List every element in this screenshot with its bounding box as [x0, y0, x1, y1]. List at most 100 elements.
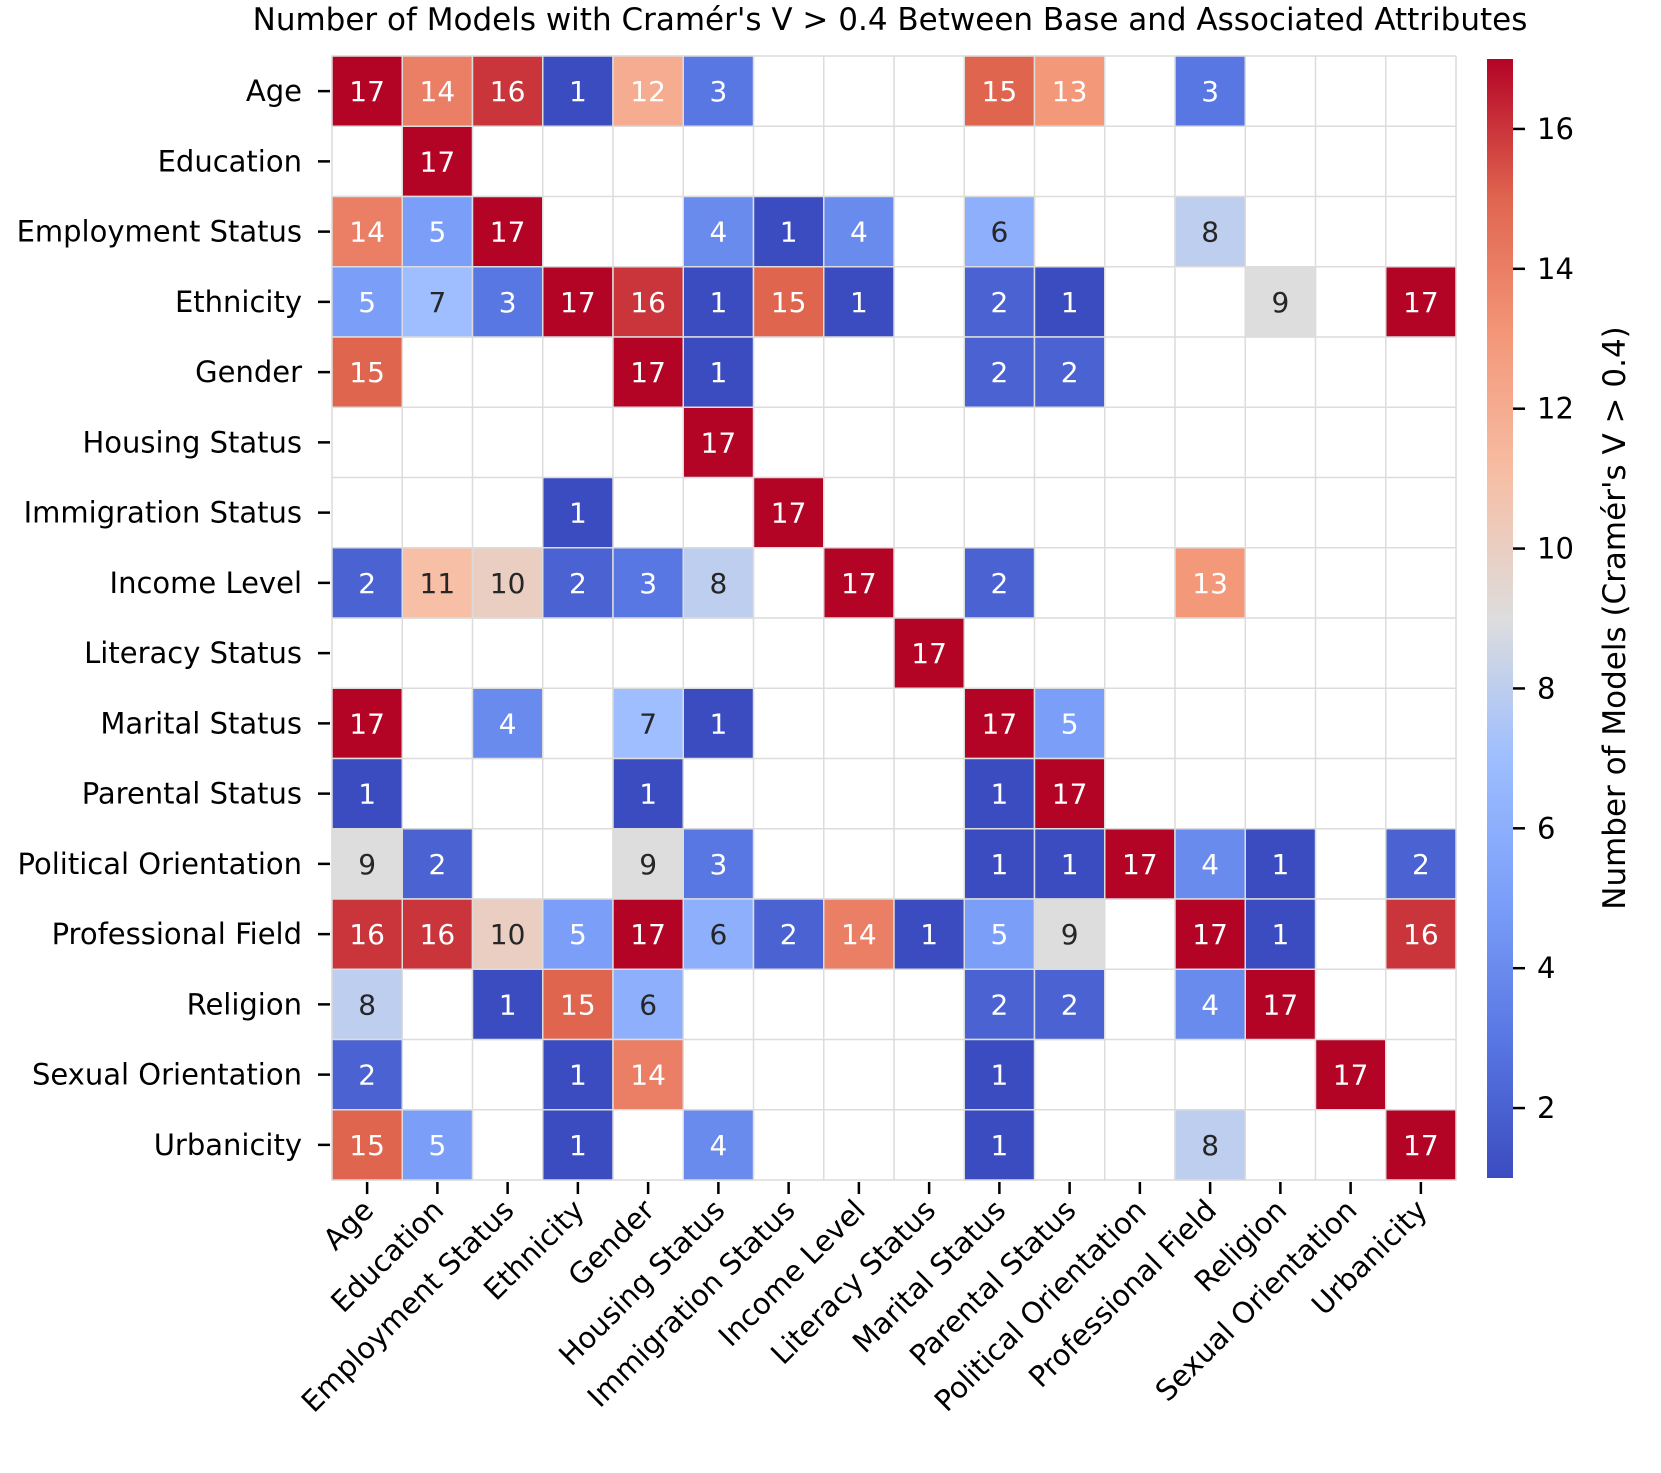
- row-tick-label: Parental Status: [82, 777, 302, 811]
- cell-value-label: 17: [1052, 778, 1088, 811]
- cell-value-label: 17: [982, 707, 1018, 740]
- cell-value-label: 4: [709, 1129, 727, 1162]
- heatmap-cell: [823, 266, 895, 338]
- heatmap-cell: [963, 1038, 1036, 1111]
- cell-value-label: 17: [349, 75, 385, 108]
- heatmap-cell: [682, 336, 755, 408]
- cell-value-label: 1: [639, 778, 657, 811]
- cell-value-label: 8: [1201, 1129, 1219, 1162]
- row-tick-label: Literacy Status: [84, 636, 302, 670]
- cell-value-label: 17: [630, 356, 666, 389]
- colorbar-tick-label: 16: [1537, 112, 1574, 146]
- heatmap-cell: [471, 195, 544, 268]
- cell-value-label: 1: [1061, 286, 1079, 319]
- cell-value-label: 4: [1201, 848, 1219, 881]
- cell-value-label: 6: [639, 988, 657, 1021]
- cell-value-label: 15: [982, 75, 1018, 108]
- heatmap-cell: [331, 195, 403, 268]
- heatmap-cell: [1174, 55, 1246, 127]
- cell-value-label: 2: [1412, 848, 1430, 881]
- cell-value-label: 17: [1403, 1129, 1439, 1162]
- cell-value-label: 3: [709, 75, 727, 108]
- cell-value-label: 14: [420, 75, 456, 108]
- heatmap-cell: [682, 828, 755, 900]
- cell-value-label: 13: [1192, 567, 1228, 600]
- cell-value-label: 1: [920, 918, 938, 951]
- row-tick-label: Ethnicity: [175, 285, 302, 319]
- heatmap-cell: [1385, 1109, 1457, 1181]
- heatmap-cell: [471, 687, 544, 760]
- heatmap-cell: [1244, 968, 1317, 1041]
- cell-value-label: 17: [911, 637, 947, 670]
- cell-value-label: 1: [499, 988, 517, 1021]
- cell-value-label: 17: [1263, 988, 1299, 1021]
- heatmap-cell: [1033, 687, 1106, 760]
- cell-value-label: 10: [490, 918, 526, 951]
- heatmap-cell: [823, 898, 895, 970]
- cell-value-label: 1: [1271, 848, 1289, 881]
- heatmap-cell: [612, 687, 684, 760]
- heatmap-cell: [1385, 898, 1457, 970]
- heatmap-cell: [471, 968, 544, 1041]
- heatmap-cell: [823, 195, 895, 268]
- colorbar-label: Number of Models (Cramér's V > 0.4): [1597, 326, 1633, 910]
- row-tick-label: Employment Status: [17, 215, 302, 249]
- cell-value-label: 1: [990, 848, 1008, 881]
- cell-value-label: 7: [428, 286, 446, 319]
- cell-value-label: 2: [358, 1059, 376, 1092]
- cell-value-label: 2: [1061, 356, 1079, 389]
- cell-value-label: 17: [1403, 286, 1439, 319]
- row-tick-label: Immigration Status: [24, 496, 302, 530]
- cell-value-label: 2: [990, 988, 1008, 1021]
- cell-value-label: 15: [349, 1129, 385, 1162]
- heatmap-cell: [1174, 968, 1246, 1041]
- heatmap-cell: [752, 898, 825, 970]
- cell-value-label: 1: [569, 1129, 587, 1162]
- heatmap-cell: [682, 687, 755, 760]
- heatmap-cell: [542, 547, 614, 619]
- row-tick-label: Gender: [195, 355, 302, 389]
- heatmap-cell: [1244, 266, 1317, 338]
- heatmap-cell: [331, 1038, 403, 1111]
- heatmap-cell: [331, 757, 403, 830]
- heatmap-cell: [893, 617, 965, 689]
- heatmap-cell: [682, 1109, 755, 1181]
- heatmap-cell: [542, 1109, 614, 1181]
- colorbar-tick-label: 6: [1537, 811, 1555, 845]
- cell-value-label: 15: [560, 988, 596, 1021]
- cell-value-label: 2: [428, 848, 446, 881]
- row-tick-label: Professional Field: [52, 917, 302, 951]
- cell-value-label: 9: [639, 848, 657, 881]
- cell-value-label: 16: [1403, 918, 1439, 951]
- heatmap-cell: [401, 1109, 474, 1181]
- heatmap-cell: [331, 55, 403, 127]
- cell-value-label: 15: [349, 356, 385, 389]
- cell-value-label: 11: [420, 567, 456, 600]
- heatmap-cell: [752, 195, 825, 268]
- heatmap-cell: [401, 266, 474, 338]
- heatmap-cell: [682, 195, 755, 268]
- cell-value-label: 1: [990, 1129, 1008, 1162]
- cell-value-label: 17: [841, 567, 877, 600]
- cell-value-label: 3: [499, 286, 517, 319]
- heatmap-cell: [1033, 336, 1106, 408]
- cell-value-label: 2: [569, 567, 587, 600]
- heatmap-cell: [1033, 55, 1106, 127]
- colorbar-gradient: [1487, 59, 1513, 1178]
- heatmap-cell: [612, 1038, 684, 1111]
- heatmap-cell: [471, 547, 544, 619]
- heatmap-cell: [331, 687, 403, 760]
- cell-value-label: 15: [771, 286, 807, 319]
- cell-value-label: 2: [990, 567, 1008, 600]
- heatmap-cell: [963, 968, 1036, 1041]
- heatmap-cell: [682, 547, 755, 619]
- heatmap-cell: [612, 55, 684, 127]
- heatmap-cell: [331, 547, 403, 619]
- cell-value-label: 9: [1061, 918, 1079, 951]
- cell-value-label: 8: [709, 567, 727, 600]
- heatmap-cell: [1174, 898, 1246, 970]
- cell-value-label: 17: [630, 918, 666, 951]
- row-tick-label: Sexual Orientation: [32, 1058, 302, 1092]
- heatmap-cell: [1174, 195, 1246, 268]
